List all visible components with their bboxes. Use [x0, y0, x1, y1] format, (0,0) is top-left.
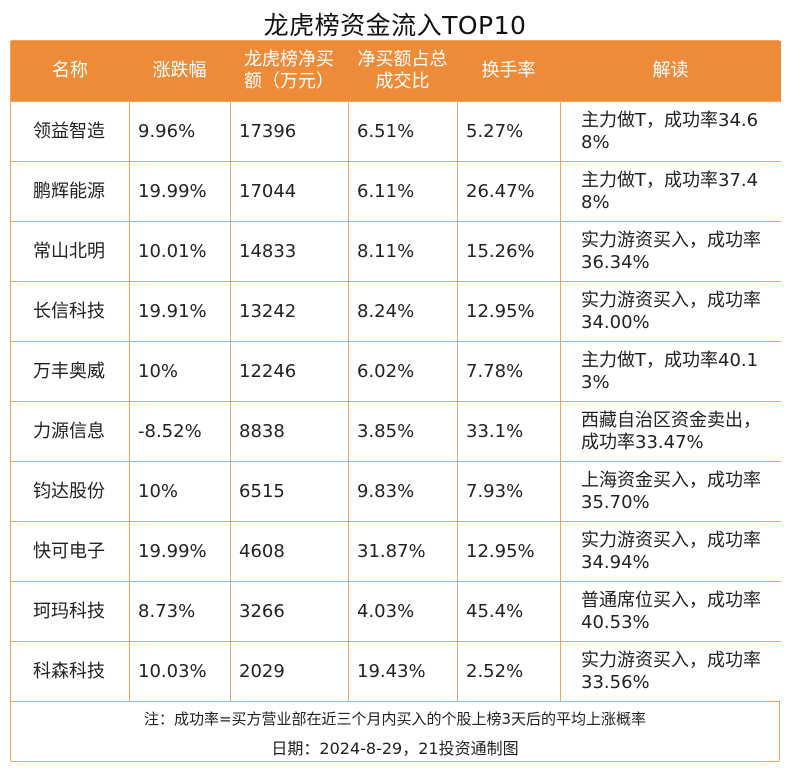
cell-ratio: 8.24% — [348, 281, 457, 341]
cell-turnover: 15.26% — [457, 221, 560, 281]
cell-net-buy: 2029 — [230, 641, 348, 701]
header-net-buy: 龙虎榜净买额（万元） — [230, 41, 348, 101]
cell-interpretation: 上海资金买入，成功率35.70% — [560, 461, 781, 521]
cell-ratio: 6.11% — [348, 161, 457, 221]
cell-name: 快可电子 — [11, 521, 129, 581]
cell-name: 常山北明 — [11, 221, 129, 281]
table-row: 力源信息 -8.52% 8838 3.85% 33.1% 西藏自治区资金卖出，成功率33.… — [11, 401, 781, 461]
cell-turnover: 2.52% — [457, 641, 560, 701]
header-turnover: 换手率 — [457, 41, 560, 101]
table-row: 鹏辉能源 19.99% 17044 6.11% 26.47% 主力做T，成功率37.48% — [11, 161, 781, 221]
cell-name: 钧达股份 — [11, 461, 129, 521]
cell-net-buy: 6515 — [230, 461, 348, 521]
cell-interpretation: 主力做T，成功率37.48% — [560, 161, 781, 221]
cell-change: 19.99% — [129, 161, 230, 221]
cell-name: 科森科技 — [11, 641, 129, 701]
dragon-tiger-table: 名称 涨跌幅 龙虎榜净买额（万元） 净买额占总成交比 换手率 解读 领益智造 9.… — [11, 41, 781, 701]
cell-ratio: 6.02% — [348, 341, 457, 401]
cell-interpretation: 实力游资买入，成功率36.34% — [560, 221, 781, 281]
page-title: 龙虎榜资金流入TOP10 — [263, 11, 527, 40]
cell-turnover: 7.93% — [457, 461, 560, 521]
table-row: 快可电子 19.99% 4608 31.87% 12.95% 实力游资买入，成功率34.9… — [11, 521, 781, 581]
cell-turnover: 26.47% — [457, 161, 560, 221]
cell-turnover: 7.78% — [457, 341, 560, 401]
table-row: 科森科技 10.03% 2029 19.43% 2.52% 实力游资买入，成功率33.56… — [11, 641, 781, 701]
cell-change: 19.91% — [129, 281, 230, 341]
header-change: 涨跌幅 — [129, 41, 230, 101]
date-source: 日期：2024-8-29，21投资通制图 — [271, 739, 519, 758]
footnote-box: 注：成功率=买方营业部在近三个月内买入的个股上榜3天后的平均上涨概率 日期：20… — [11, 702, 779, 761]
cell-ratio: 4.03% — [348, 581, 457, 641]
cell-ratio: 6.51% — [348, 101, 457, 161]
cell-ratio: 3.85% — [348, 401, 457, 461]
cell-net-buy: 14833 — [230, 221, 348, 281]
table-row: 钧达股份 10% 6515 9.83% 7.93% 上海资金买入，成功率35.70% — [11, 461, 781, 521]
cell-interpretation: 西藏自治区资金卖出，成功率33.47% — [560, 401, 781, 461]
cell-ratio: 9.83% — [348, 461, 457, 521]
cell-turnover: 33.1% — [457, 401, 560, 461]
table-row: 珂玛科技 8.73% 3266 4.03% 45.4% 普通席位买入，成功率40.53% — [11, 581, 781, 641]
table-row: 常山北明 10.01% 14833 8.11% 15.26% 实力游资买入，成功率36.3… — [11, 221, 781, 281]
cell-turnover: 12.95% — [457, 281, 560, 341]
cell-ratio: 8.11% — [348, 221, 457, 281]
cell-change: 10.01% — [129, 221, 230, 281]
table-row: 万丰奥威 10% 12246 6.02% 7.78% 主力做T，成功率40.13% — [11, 341, 781, 401]
cell-change: -8.52% — [129, 401, 230, 461]
cell-net-buy: 4608 — [230, 521, 348, 581]
cell-change: 8.73% — [129, 581, 230, 641]
cell-name: 领益智造 — [11, 101, 129, 161]
header-name: 名称 — [11, 41, 129, 101]
cell-interpretation: 实力游资买入，成功率33.56% — [560, 641, 781, 701]
cell-net-buy: 17044 — [230, 161, 348, 221]
cell-net-buy: 13242 — [230, 281, 348, 341]
cell-ratio: 19.43% — [348, 641, 457, 701]
header-net-buy-ratio: 净买额占总成交比 — [348, 41, 457, 101]
cell-name: 长信科技 — [11, 281, 129, 341]
table-header-row: 名称 涨跌幅 龙虎榜净买额（万元） 净买额占总成交比 换手率 解读 — [11, 41, 781, 101]
cell-interpretation: 实力游资买入，成功率34.00% — [560, 281, 781, 341]
table-row: 长信科技 19.91% 13242 8.24% 12.95% 实力游资买入，成功率34.0… — [11, 281, 781, 341]
cell-net-buy: 17396 — [230, 101, 348, 161]
cell-change: 10.03% — [129, 641, 230, 701]
footnote: 注：成功率=买方营业部在近三个月内买入的个股上榜3天后的平均上涨概率 — [143, 710, 647, 728]
cell-interpretation: 普通席位买入，成功率40.53% — [560, 581, 781, 641]
cell-ratio: 31.87% — [348, 521, 457, 581]
header-interpretation: 解读 — [560, 41, 781, 101]
cell-turnover: 5.27% — [457, 101, 560, 161]
cell-change: 10% — [129, 341, 230, 401]
cell-turnover: 45.4% — [457, 581, 560, 641]
cell-change: 10% — [129, 461, 230, 521]
cell-change: 9.96% — [129, 101, 230, 161]
table-row: 领益智造 9.96% 17396 6.51% 5.27% 主力做T，成功率34.68% — [11, 101, 781, 161]
cell-name: 鹏辉能源 — [11, 161, 129, 221]
cell-interpretation: 实力游资买入，成功率34.94% — [560, 521, 781, 581]
cell-change: 19.99% — [129, 521, 230, 581]
cell-net-buy: 3266 — [230, 581, 348, 641]
cell-interpretation: 主力做T，成功率40.13% — [560, 341, 781, 401]
cell-interpretation: 主力做T，成功率34.68% — [560, 101, 781, 161]
cell-net-buy: 12246 — [230, 341, 348, 401]
cell-name: 珂玛科技 — [11, 581, 129, 641]
cell-name: 万丰奥威 — [11, 341, 129, 401]
cell-turnover: 12.95% — [457, 521, 560, 581]
cell-name: 力源信息 — [11, 401, 129, 461]
cell-net-buy: 8838 — [230, 401, 348, 461]
